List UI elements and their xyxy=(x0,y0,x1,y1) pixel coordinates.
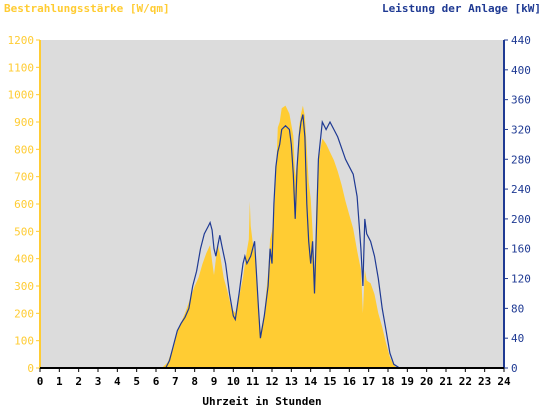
left-y-tick-label: 1100 xyxy=(8,61,35,74)
chart-title-left: Bestrahlungsstärke [W/qm] xyxy=(4,2,170,15)
x-tick-label: 9 xyxy=(211,375,218,388)
right-y-tick-label: 160 xyxy=(511,243,531,256)
right-y-tick-label: 120 xyxy=(511,273,531,286)
irradiance-area-group xyxy=(40,105,504,368)
x-tick-label: 12 xyxy=(265,375,278,388)
x-tick-label: 6 xyxy=(153,375,160,388)
x-tick-label: 24 xyxy=(497,375,511,388)
right-y-tick-label: 320 xyxy=(511,123,531,136)
x-tick-label: 11 xyxy=(246,375,260,388)
right-y-tick-label: 440 xyxy=(511,34,531,47)
left-y-tick-label: 0 xyxy=(27,362,34,375)
x-tick-label: 4 xyxy=(114,375,121,388)
irradiance-area xyxy=(40,105,504,368)
left-y-tick-label: 400 xyxy=(14,253,34,266)
x-tick-label: 3 xyxy=(95,375,102,388)
left-y-tick-label: 1000 xyxy=(8,89,35,102)
right-y-tick-label: 360 xyxy=(511,94,531,107)
x-tick-label: 15 xyxy=(323,375,336,388)
x-tick-label: 20 xyxy=(420,375,433,388)
x-tick-label: 17 xyxy=(362,375,375,388)
left-y-tick-label: 900 xyxy=(14,116,34,129)
x-tick-label: 5 xyxy=(133,375,140,388)
right-y-tick-label: 0 xyxy=(511,362,518,375)
right-y-tick-label: 240 xyxy=(511,183,531,196)
x-tick-label: 8 xyxy=(191,375,198,388)
right-y-tick-labels: 0 40 80 120 160 200 240 280 320 360 400 440 xyxy=(511,34,531,375)
x-tick-label: 7 xyxy=(172,375,179,388)
x-tick-label: 19 xyxy=(401,375,414,388)
x-tick-label: 1 xyxy=(56,375,63,388)
left-y-tick-label: 800 xyxy=(14,143,34,156)
left-y-tick-label: 200 xyxy=(14,307,34,320)
power-line-group xyxy=(40,114,504,369)
right-y-tick-label: 280 xyxy=(511,153,531,166)
left-y-tick-label: 500 xyxy=(14,225,34,238)
x-tick-label: 23 xyxy=(478,375,491,388)
x-tick-label: 18 xyxy=(381,375,394,388)
left-y-tick-label: 600 xyxy=(14,198,34,211)
x-tick-label: 14 xyxy=(304,375,318,388)
left-y-tick-label: 300 xyxy=(14,280,34,293)
x-tick-label: 22 xyxy=(459,375,472,388)
x-tick-label: 21 xyxy=(439,375,453,388)
x-tick-label: 2 xyxy=(75,375,82,388)
x-tick-label: 13 xyxy=(285,375,298,388)
x-tick-labels: 0 1 2 3 4 5 6 7 8 9 10 11 12 13 14 15 16 17 18 19 20 21 22 23 24 xyxy=(37,375,511,388)
left-y-tick-labels: 0 100 200 300 400 500 600 700 800 900 1000 1100 1200 xyxy=(8,34,35,375)
left-y-tick-label: 1200 xyxy=(8,34,35,47)
chart-title-right: Leistung der Anlage [kW] xyxy=(382,2,541,15)
left-y-tick-label: 100 xyxy=(14,335,34,348)
right-y-tick-label: 80 xyxy=(511,302,524,315)
right-y-tick-label: 400 xyxy=(511,64,531,77)
axes-group xyxy=(36,39,508,372)
power-line xyxy=(40,114,504,369)
left-y-tick-label: 700 xyxy=(14,171,34,184)
right-y-tick-label: 200 xyxy=(511,213,531,226)
x-tick-label: 0 xyxy=(37,375,44,388)
x-tick-label: 10 xyxy=(227,375,240,388)
right-y-tick-label: 40 xyxy=(511,332,524,345)
x-axis-label: Uhrzeit in Stunden xyxy=(202,395,321,408)
x-tick-label: 16 xyxy=(343,375,357,388)
